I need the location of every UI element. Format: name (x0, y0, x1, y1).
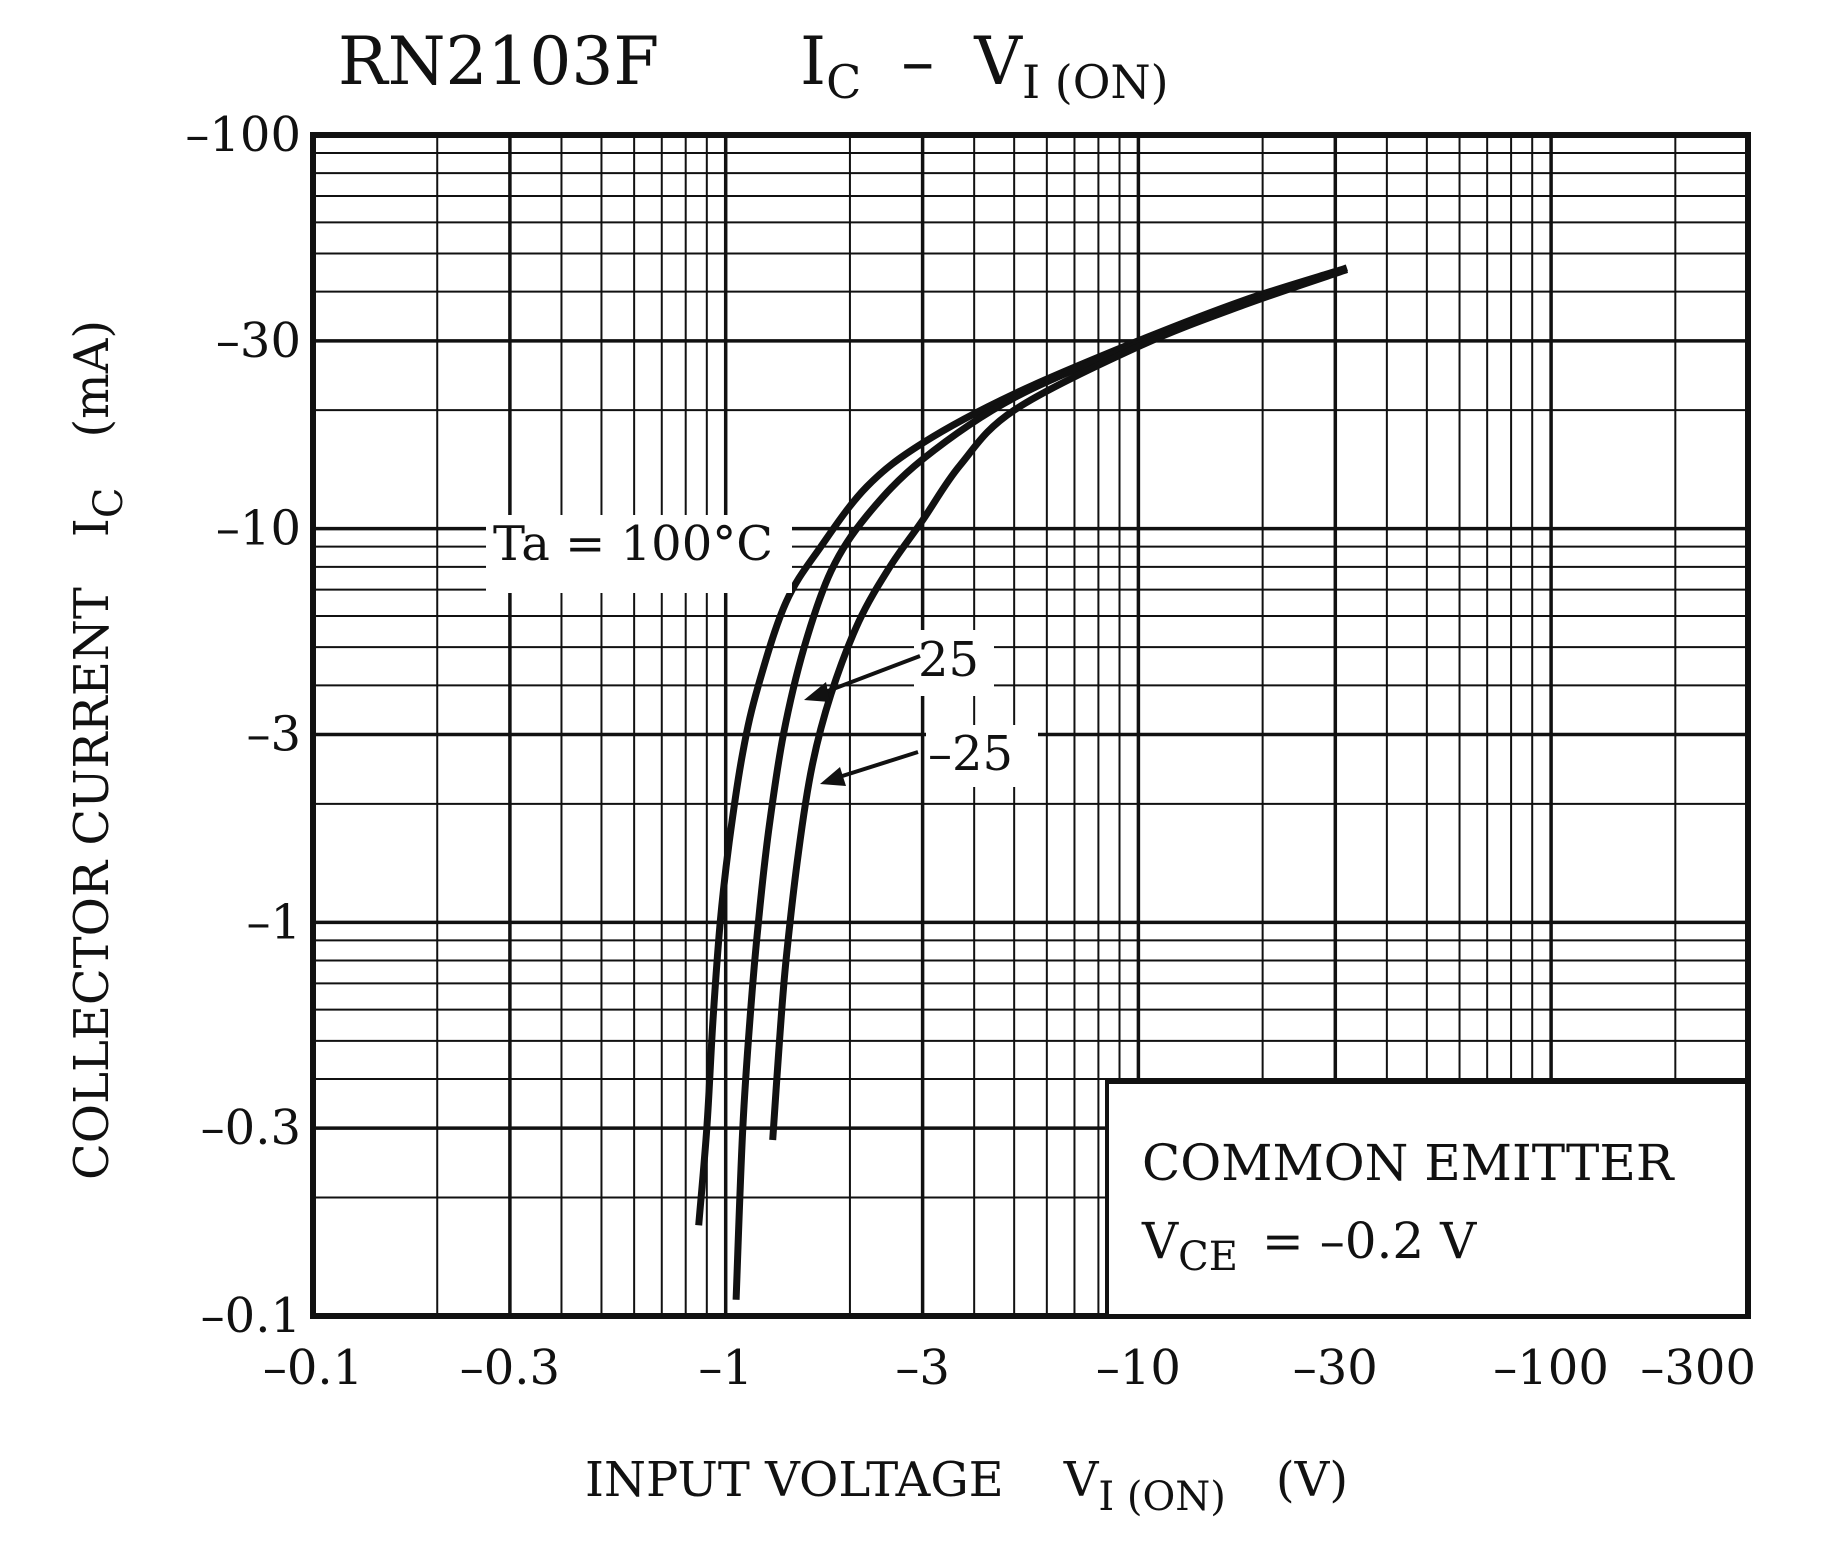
x-tick-label: –3 (895, 1340, 950, 1396)
series-label-bg-25 (914, 630, 994, 696)
y-axis-label: COLLECTOR CURRENTIC(mA) (64, 320, 132, 1180)
series-label-25: 25 (918, 632, 979, 688)
y-tick-label: –3 (246, 707, 301, 763)
series-layer (695, 264, 1349, 1300)
x-tick-label: –100 (1493, 1340, 1609, 1396)
leader-line-25 (819, 654, 921, 696)
x-tick-label: –300 (1640, 1340, 1756, 1396)
conditions-line2: VCE = –0.2 V (1141, 1212, 1477, 1280)
x-tick-label: –30 (1293, 1340, 1378, 1396)
x-tick-labels: –0.1 –0.3 –1 –3 –10 –30 –100 –300 (263, 1340, 1756, 1396)
conditions-line1: COMMON EMITTER (1142, 1134, 1675, 1192)
leader-arrow-neg25 (820, 767, 846, 786)
leader-line-neg25 (835, 750, 919, 780)
x-axis-label: INPUT VOLTAGE VI (ON) (V) (585, 1452, 1348, 1520)
series-line-2 (769, 266, 1349, 1141)
leader-arrow-25 (804, 682, 830, 702)
series-label-neg25: –25 (928, 726, 1013, 782)
y-tick-labels: –0.1 –0.3 –1 –3 –10 –30 –100 (185, 107, 301, 1344)
y-tick-label: –30 (216, 313, 301, 369)
y-tick-label: –100 (185, 107, 301, 163)
y-tick-label: –0.1 (201, 1288, 301, 1344)
x-tick-label: –0.1 (263, 1340, 363, 1396)
chart-title-part: RN2103F (338, 23, 659, 100)
x-tick-label: –10 (1096, 1340, 1181, 1396)
series-label-100: Ta = 100°C (493, 516, 773, 572)
x-tick-label: –1 (698, 1340, 753, 1396)
x-tick-label: –0.3 (460, 1340, 560, 1396)
y-tick-label: –0.3 (201, 1100, 301, 1156)
plot-frame (310, 132, 1751, 1319)
y-tick-label: –1 (246, 894, 301, 950)
series-label-bg-neg25 (926, 725, 1038, 787)
conditions-box (1105, 1080, 1749, 1318)
chart-title-formula: IC – VI (ON) (800, 23, 1169, 109)
series-label-bg-100 (486, 515, 792, 593)
y-tick-label: –10 (216, 501, 301, 557)
